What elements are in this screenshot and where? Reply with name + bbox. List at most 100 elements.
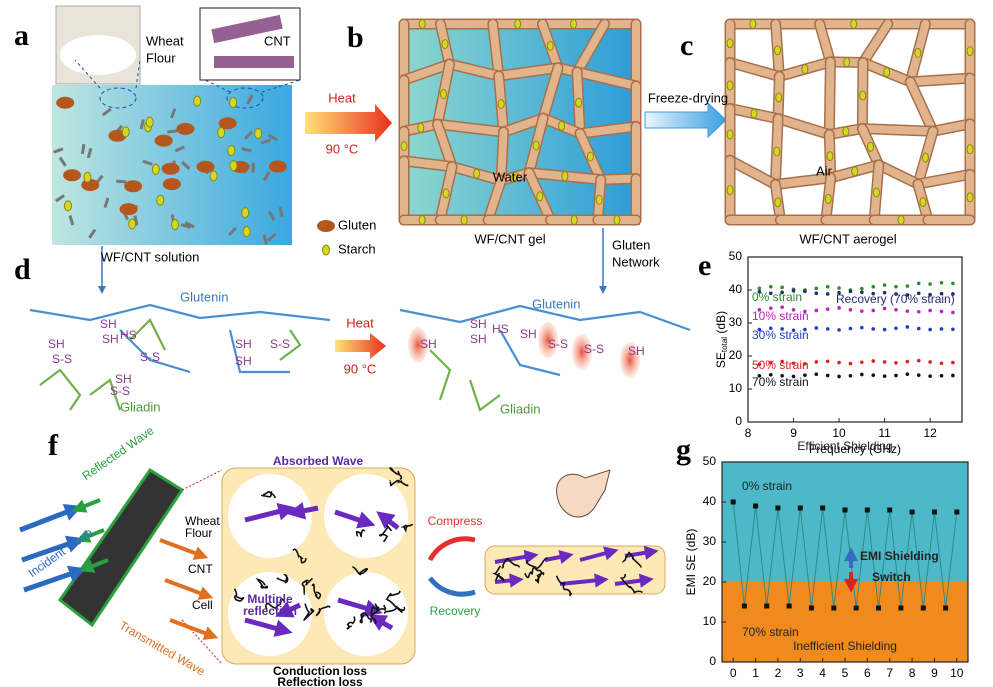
marker	[797, 505, 803, 511]
starch	[883, 67, 891, 78]
gluten	[161, 162, 180, 175]
marker	[871, 359, 876, 363]
marker	[757, 362, 762, 367]
marker	[837, 374, 841, 379]
x-tick-label: 11	[878, 426, 891, 440]
label: Freeze-drying	[648, 90, 728, 105]
label: Recovery	[430, 604, 481, 618]
marker	[853, 605, 859, 611]
strut	[929, 119, 974, 136]
gluten	[317, 220, 335, 232]
marker	[928, 374, 932, 378]
strut	[400, 60, 454, 85]
cnt-fiber	[385, 590, 403, 614]
label: CNT	[188, 562, 213, 576]
annotation: 70% strain	[742, 625, 799, 639]
cnt-dash	[86, 147, 93, 159]
starch	[851, 166, 859, 177]
strut	[906, 74, 974, 86]
marker	[848, 308, 853, 312]
marker	[848, 326, 853, 331]
x-tick-label: 3	[797, 666, 804, 680]
cnt-fiber	[389, 467, 403, 481]
marker	[825, 373, 830, 378]
marker	[939, 361, 944, 366]
strut	[488, 20, 503, 80]
gluten	[268, 160, 287, 173]
panel-letter: b	[347, 21, 364, 54]
group-label: S-S	[52, 352, 72, 366]
starch	[156, 194, 165, 206]
strut	[859, 20, 892, 67]
series-label: 30% strain	[752, 328, 809, 342]
cnt-fiber	[355, 529, 366, 538]
label: Wheat	[146, 33, 184, 48]
group-label: SH	[102, 332, 119, 346]
starch	[460, 215, 468, 225]
transmitted-arrow-head	[202, 626, 219, 640]
starch	[227, 144, 236, 156]
starch	[473, 168, 481, 179]
cnt-dash	[261, 138, 272, 145]
y-tick-label: 10	[729, 381, 743, 395]
cnt-fiber	[301, 577, 314, 596]
marker	[905, 309, 910, 313]
y-axis-label-main: SE	[714, 352, 728, 368]
wave-arrow-head	[509, 573, 524, 588]
starch	[532, 140, 540, 151]
starch	[773, 146, 781, 157]
strut	[433, 120, 508, 137]
chain	[279, 329, 302, 361]
marker	[916, 373, 921, 377]
gluten	[56, 96, 75, 109]
cnt-dash	[243, 130, 254, 140]
reflected-arrow-head	[71, 499, 88, 513]
label: CNT	[264, 33, 291, 48]
marker	[894, 284, 898, 289]
label: Reflection loss	[277, 675, 363, 687]
switch-arrow-head	[843, 578, 859, 593]
marker	[894, 361, 898, 365]
illustration	[52, 5, 727, 665]
marker	[814, 372, 819, 376]
marker	[916, 309, 921, 314]
wave-arrow-head	[275, 601, 295, 618]
strut	[539, 63, 562, 123]
marker	[837, 290, 841, 295]
cnt-dash	[262, 234, 268, 245]
x-tick-label: 1	[752, 666, 759, 680]
cnt-fiber	[401, 523, 414, 533]
cnt-dash	[142, 159, 153, 166]
strut	[825, 57, 835, 139]
starch	[726, 185, 734, 196]
strut	[815, 20, 835, 66]
starch	[497, 98, 505, 109]
marker	[757, 327, 762, 332]
marker	[939, 327, 944, 331]
marker	[939, 309, 944, 314]
marker	[905, 325, 910, 329]
label: Glutenin	[180, 289, 228, 304]
cnt-fiber	[389, 479, 409, 487]
marker	[842, 507, 848, 513]
y-tick-label: 0	[735, 414, 742, 428]
zoom-circle	[226, 87, 264, 109]
marker	[831, 605, 837, 611]
group-label: S-S	[548, 337, 568, 351]
region	[722, 582, 968, 662]
starch	[536, 191, 544, 202]
disulfide-glow	[538, 322, 558, 358]
flour-pile	[60, 35, 136, 75]
marker	[848, 289, 853, 294]
starch	[750, 108, 758, 119]
marker	[916, 281, 921, 286]
starch	[145, 116, 154, 128]
chain	[429, 349, 452, 401]
wave-arrow	[559, 578, 601, 586]
pointer-head	[98, 286, 607, 294]
strut	[726, 156, 780, 189]
strut	[400, 156, 457, 171]
starch	[83, 171, 92, 183]
label: Compress	[428, 514, 483, 528]
